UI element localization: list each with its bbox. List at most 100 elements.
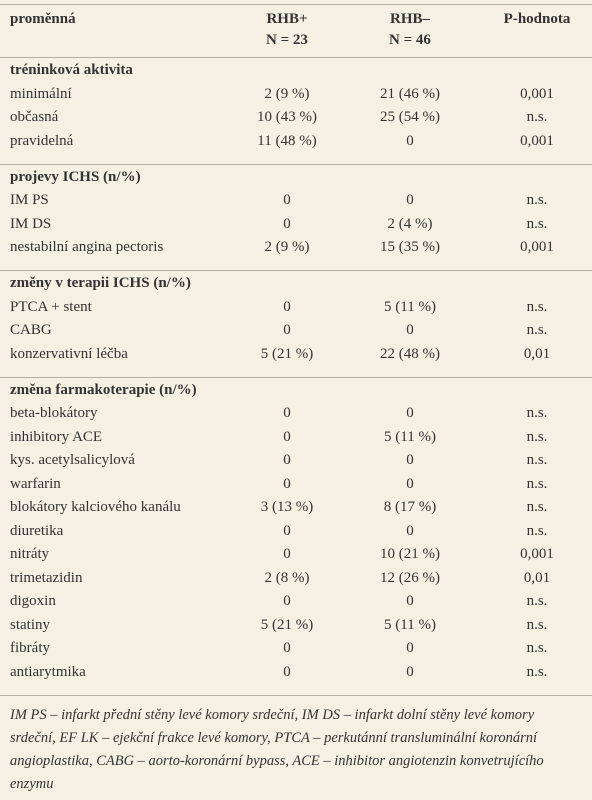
cell: 0 (283, 298, 291, 315)
cell: 2 (8 %) (264, 569, 310, 586)
cell: 0 (406, 522, 414, 539)
cell: 2 (9 %) (264, 239, 310, 255)
cell: 0 (283, 192, 291, 208)
cell: 5 (21 %) (260, 345, 314, 362)
cell: 0,001 (520, 85, 554, 102)
row-label: IM DS (10, 215, 52, 232)
cell: 0,001 (520, 239, 554, 255)
row-label: nitráty (10, 546, 50, 562)
row-label: CABG (10, 322, 52, 338)
cell: 5 (21 %) (260, 616, 314, 633)
row-label: nestabilní angina pectoris (10, 239, 164, 255)
cell: 10 (21 %) (380, 546, 440, 562)
section-title: tréninková aktivita (10, 62, 133, 78)
cell: 0 (283, 522, 291, 539)
row-label: IM PS (10, 192, 49, 208)
cell: n.s. (526, 616, 548, 633)
cell: 5 (11 %) (384, 298, 436, 315)
rule (0, 270, 592, 271)
section-title: změny v terapii ICHS (n/%) (10, 275, 191, 291)
row-label: digoxin (10, 593, 56, 609)
header-cell: N = 23 (266, 32, 308, 48)
cell: 0 (406, 475, 414, 492)
cell: 3 (13 %) (260, 499, 314, 515)
row-label: trimetazidin (10, 569, 83, 586)
row-label: statiny (10, 616, 50, 633)
cell: 0,001 (520, 546, 554, 562)
rule (0, 4, 592, 5)
cell: 0 (283, 322, 291, 338)
cell: n.s. (526, 452, 548, 468)
row-label: občasná (10, 109, 59, 125)
cell: n.s. (526, 593, 548, 609)
header-cell: RHB– (389, 11, 431, 27)
cell: n.s. (526, 640, 548, 656)
header-cell: proměnná (10, 11, 76, 27)
cell: 10 (43 %) (257, 109, 317, 125)
cell: n.s. (526, 522, 548, 539)
cell: 8 (17 %) (383, 499, 437, 515)
cell: n.s. (526, 322, 548, 338)
cell: n.s. (526, 192, 548, 208)
cell: 15 (35 %) (380, 239, 440, 255)
cell: 0 (283, 475, 291, 492)
cell: 0,001 (520, 132, 554, 149)
cell: 0,01 (523, 569, 551, 586)
row-label: PTCA + stent (10, 298, 92, 315)
cell: 12 (26 %) (380, 569, 440, 586)
cell: n.s. (526, 215, 548, 232)
cell: 0 (406, 405, 414, 421)
rule (0, 57, 592, 58)
cell: n.s. (526, 663, 548, 680)
cell: 0 (283, 405, 291, 421)
cell: n.s. (526, 428, 548, 445)
cell: 11 (48 %) (257, 132, 317, 149)
cell: 0 (283, 593, 291, 609)
cell: 0,01 (523, 345, 551, 362)
row-label: minimální (10, 85, 72, 102)
cell: 0 (406, 663, 414, 680)
cell: 5 (11 %) (384, 428, 436, 445)
cell: 0 (406, 132, 414, 149)
cell: 0 (283, 452, 291, 468)
row-label: beta-blokátory (10, 405, 98, 421)
cell: 5 (11 %) (384, 616, 436, 633)
cell: n.s. (526, 405, 548, 421)
cell: 0 (406, 593, 414, 609)
section-title: změna farmakoterapie (n/%) (10, 381, 197, 398)
cell: n.s. (526, 475, 548, 492)
cell: 22 (48 %) (380, 345, 440, 362)
cell: 2 (9 %) (264, 85, 310, 102)
rule (0, 376, 592, 378)
row-label: blokátory kalciového kanálu (10, 499, 181, 515)
row-label: pravidelná (10, 132, 74, 149)
row-label: antiarytmika (10, 663, 86, 680)
cell: 0 (406, 192, 414, 208)
rule (0, 694, 592, 696)
header-cell: P-hodnota (503, 11, 571, 27)
row-label: inhibitory ACE (10, 428, 103, 445)
cell: 0 (283, 215, 291, 232)
cell: 0 (283, 428, 291, 445)
cell: 0 (283, 663, 291, 680)
cell: n.s. (526, 298, 548, 315)
header-cell: RHB+ (266, 11, 308, 27)
cell: n.s. (526, 499, 548, 515)
row-label: fibráty (10, 640, 50, 656)
header-cell: N = 46 (389, 32, 431, 48)
cell: 2 (4 %) (387, 215, 433, 232)
row-label: warfarin (10, 475, 61, 492)
row-label: konzervativní léčba (10, 345, 128, 362)
footnote: IM PS – infarkt přední stěny levé komory… (10, 707, 544, 792)
row-label: kys. acetylsalicylová (10, 452, 135, 468)
cell: 0 (283, 546, 291, 562)
cell: 0 (283, 640, 291, 656)
cell: 21 (46 %) (380, 85, 440, 102)
row-label: diuretika (10, 522, 64, 539)
cell: 0 (406, 322, 414, 338)
cell: 25 (54 %) (380, 109, 440, 125)
cell: 0 (406, 640, 414, 656)
cell: 0 (406, 452, 414, 468)
rule (0, 163, 592, 165)
